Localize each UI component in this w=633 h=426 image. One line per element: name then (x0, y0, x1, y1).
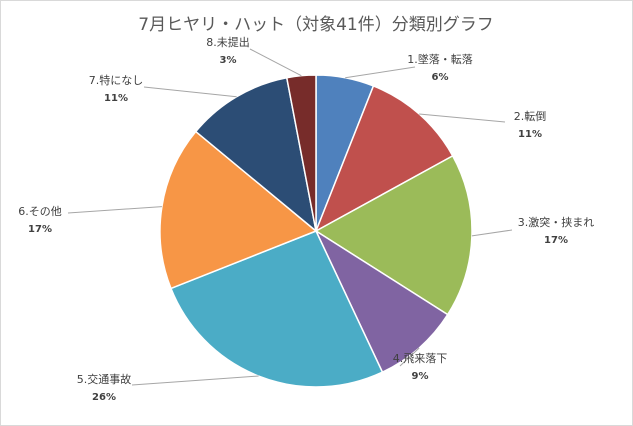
pie-slice-7 (194, 76, 318, 233)
data-label-category-5: 5.交通事故 (77, 372, 132, 386)
pie-slices (159, 74, 473, 388)
leader-line-5 (131, 375, 259, 386)
data-label-percent-7: 11% (104, 93, 128, 104)
data-labels: 1.墜落・転落 6% 2.転倒 11% 3.激突・挟まれ 17% 4.飛来落下 9% 5.交通事… (18, 35, 594, 403)
leader-line-4 (399, 347, 420, 367)
data-label-category-2: 2.転倒 (514, 110, 547, 123)
leader-line-1 (345, 66, 416, 79)
leader-line-8 (249, 48, 302, 77)
pie-slice-3 (314, 154, 473, 316)
pie-slice-5 (169, 230, 384, 388)
data-label-category-7: 7.特になし (89, 73, 144, 87)
data-label-category-1: 1.墜落・転落 (407, 52, 473, 66)
data-label-percent-6: 17% (28, 224, 52, 235)
pie-slice-8 (285, 74, 317, 232)
data-label-percent-1: 6% (432, 72, 449, 83)
pie-slice-2 (314, 84, 454, 233)
data-label-category-4: 4.飛来落下 (393, 352, 448, 365)
data-label-category-3: 3.激突・挟まれ (518, 215, 595, 229)
leader-lines (67, 48, 513, 386)
pie-slice-4 (314, 228, 449, 374)
leader-line-7 (143, 86, 237, 98)
leader-line-6 (67, 206, 162, 214)
pie-slice-6 (159, 130, 318, 290)
leader-line-3 (471, 229, 513, 237)
data-label-percent-3: 17% (544, 235, 568, 246)
chart-title: 7月ヒヤリ・ハット（対象41件）分類別グラフ (138, 15, 493, 35)
data-label-percent-2: 11% (518, 129, 542, 140)
data-label-category-8: 8.未提出 (206, 35, 250, 49)
data-label-percent-8: 3% (220, 55, 237, 66)
leader-line-2 (419, 113, 506, 123)
data-label-percent-4: 9% (412, 371, 429, 382)
data-label-category-6: 6.その他 (18, 205, 62, 218)
data-label-percent-5: 26% (92, 392, 116, 403)
